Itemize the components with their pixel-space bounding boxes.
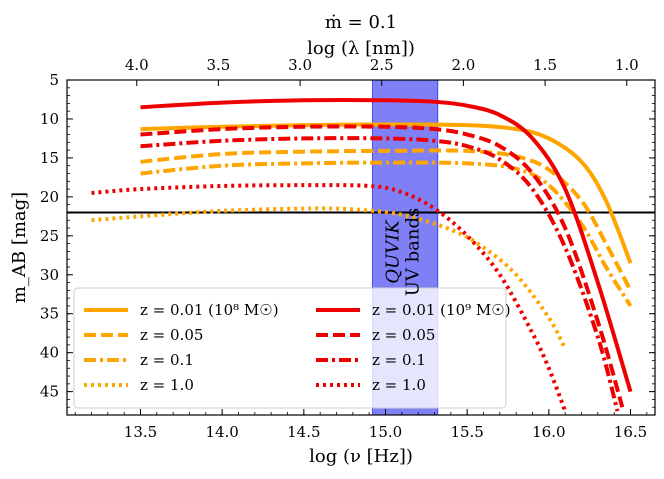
legend-label: z = 0.01 (10⁹ M☉): [372, 301, 511, 319]
x-tick-label: 15.5: [450, 423, 483, 441]
y-tick-label: 15: [40, 149, 59, 167]
top-tick-label: 2.5: [370, 56, 394, 74]
series-layer: [91, 98, 633, 412]
legend-label: z = 0.05: [372, 326, 435, 344]
top-tick-label: 3.5: [206, 56, 230, 74]
axes-layer: [66, 79, 656, 416]
x-tick-label: 13.5: [124, 423, 157, 441]
x-tick-label: 16.5: [614, 423, 647, 441]
legend-label: z = 0.1: [372, 351, 426, 369]
legend-label: z = 1.0: [372, 376, 426, 394]
legend-label: z = 0.1: [140, 351, 194, 369]
top-tick-label: 2.0: [451, 56, 475, 74]
y-axis-title: m_AB [mag]: [9, 192, 30, 303]
y-tick-label: 5: [49, 71, 59, 89]
ticks-layer: 13.5 14.0 14.5 15.0 15.5 16.0 16.5 5 10 15 20 25 30 3…: [40, 56, 655, 441]
x-tick-label: 14.0: [205, 423, 238, 441]
band-label-quvik: QUVIK: [382, 219, 403, 284]
y-tick-label: 35: [40, 305, 59, 323]
top-tick-label: 1.5: [533, 56, 557, 74]
y-tick-label: 30: [40, 266, 59, 284]
band-label-uv-bands: UV bands: [402, 208, 423, 297]
x-axis-title: log (ν [Hz]): [309, 446, 413, 467]
series-line-5: [140, 124, 625, 408]
legend-label: z = 1.0: [140, 376, 194, 394]
x-tick-label: 16.0: [532, 423, 565, 441]
y-tick-label: 45: [40, 383, 59, 401]
legend-label: z = 0.01 (10⁸ M☉): [140, 301, 279, 319]
top-tick-label: 4.0: [125, 56, 149, 74]
y-tick-label: 40: [40, 344, 59, 362]
series-line-3: [91, 206, 567, 350]
x-tick-label: 15.0: [369, 423, 402, 441]
chart-title: ṁ = 0.1: [325, 12, 397, 33]
top-axis-title: log (λ [nm]): [307, 38, 415, 59]
y-tick-label: 20: [40, 188, 59, 206]
x-tick-label: 14.5: [287, 423, 320, 441]
y-tick-label: 10: [40, 110, 59, 128]
top-tick-label: 1.0: [615, 56, 639, 74]
legend-box: [73, 287, 507, 409]
series-line-1: [140, 148, 633, 292]
legend: z = 0.01 (10⁸ M☉) z = 0.05 z = 0.1 z = 1.0 z…: [73, 287, 511, 409]
plot-frame: [66, 79, 656, 416]
legend-label: z = 0.05: [140, 326, 203, 344]
top-tick-label: 3.0: [288, 56, 312, 74]
y-tick-label: 25: [40, 227, 59, 245]
series-line-4: [140, 98, 633, 393]
series-line-6: [140, 136, 620, 412]
series-line-2: [140, 160, 633, 307]
